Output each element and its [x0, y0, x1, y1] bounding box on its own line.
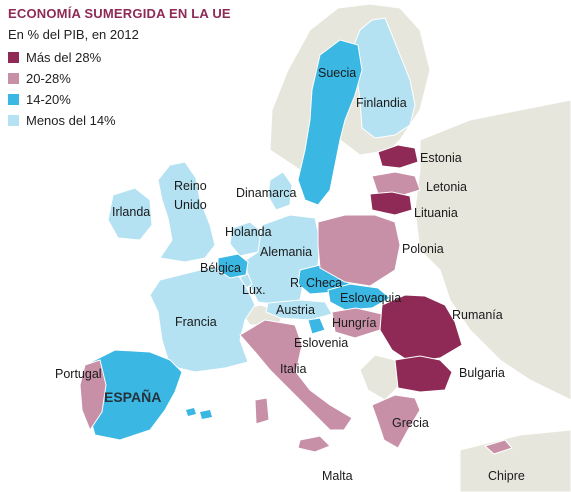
legend-label: Menos del 14%: [26, 113, 116, 128]
legend-label: Más del 28%: [26, 50, 102, 65]
legend-swatch: [8, 73, 19, 84]
label-austria: Austria: [276, 303, 315, 317]
label-lux: Lux.: [242, 283, 266, 297]
legend: Más del 28% 20-28% 14-20% Menos del 14%: [8, 47, 116, 131]
label-letonia: Letonia: [426, 180, 468, 194]
legend-swatch: [8, 94, 19, 105]
legend-swatch: [8, 52, 19, 63]
label-estonia: Estonia: [420, 151, 462, 165]
italia-shape: [239, 319, 353, 431]
legend-item-over-28: Más del 28%: [8, 47, 116, 68]
polonia-shape: [317, 214, 401, 287]
islands: [186, 408, 212, 419]
label-reino-unido-1: Reino: [174, 179, 207, 193]
legend-item-under-14: Menos del 14%: [8, 110, 116, 131]
legend-label: 20-28%: [26, 71, 71, 86]
label-irlanda: Irlanda: [112, 205, 151, 219]
bulgaria-shape: [394, 355, 453, 393]
label-finlandia: Finlandia: [356, 96, 407, 110]
map-title: ECONOMÍA SUMERGIDA EN LA UE: [8, 6, 231, 21]
cerdena-shape: [254, 397, 270, 425]
label-bulgaria: Bulgaria: [459, 366, 505, 380]
label-portugal: Portugal: [55, 367, 102, 381]
countries-over-28: [369, 144, 463, 393]
rumania-shape: [379, 294, 463, 363]
label-hungria: Hungría: [332, 316, 377, 330]
label-italia: Italia: [280, 362, 307, 376]
label-reino-unido-2: Unido: [174, 198, 207, 212]
countries-20-28: [79, 171, 513, 455]
label-lituania: Lituania: [414, 206, 458, 220]
label-polonia: Polonia: [402, 242, 444, 256]
legend-label: 14-20%: [26, 92, 71, 107]
uk-shape: [157, 161, 216, 263]
label-malta: Malta: [322, 469, 353, 483]
estonia-shape: [377, 144, 419, 169]
label-eslovaquia: Eslovaquia: [340, 291, 402, 305]
legend-item-20-28: 20-28%: [8, 68, 116, 89]
label-alemania: Alemania: [260, 245, 313, 259]
label-holanda: Holanda: [225, 225, 272, 239]
eslovenia-shape: [307, 317, 326, 335]
countries-14-20: [84, 39, 391, 441]
austria-shape: [265, 299, 333, 321]
label-francia: Francia: [175, 315, 217, 329]
belgica-shape: [217, 253, 249, 279]
suecia-shape: [297, 39, 363, 206]
legend-swatch: [8, 115, 19, 126]
legend-item-14-20: 14-20%: [8, 89, 116, 110]
label-espana: ESPAÑA: [104, 389, 162, 405]
grecia-shape: [371, 394, 421, 449]
label-chipre: Chipre: [488, 469, 525, 483]
eslovaquia-shape: [327, 283, 391, 311]
label-suecia: Suecia: [318, 66, 357, 80]
dinamarca-shape: [267, 171, 293, 211]
lituania-shape: [369, 191, 413, 216]
label-rumania: Rumanía: [452, 308, 503, 322]
label-grecia: Grecia: [392, 416, 429, 430]
label-dinamarca: Dinamarca: [236, 186, 297, 200]
portugal-shape: [79, 359, 107, 432]
label-belgica: Bélgica: [200, 261, 241, 275]
irlanda-shape: [107, 187, 153, 241]
label-rcheca: R. Checa: [290, 276, 343, 290]
label-eslovenia: Eslovenia: [294, 336, 349, 350]
chipre-shape: [483, 439, 513, 455]
sicilia-shape: [297, 435, 331, 453]
map-subtitle: En % del PIB, en 2012: [8, 27, 139, 42]
